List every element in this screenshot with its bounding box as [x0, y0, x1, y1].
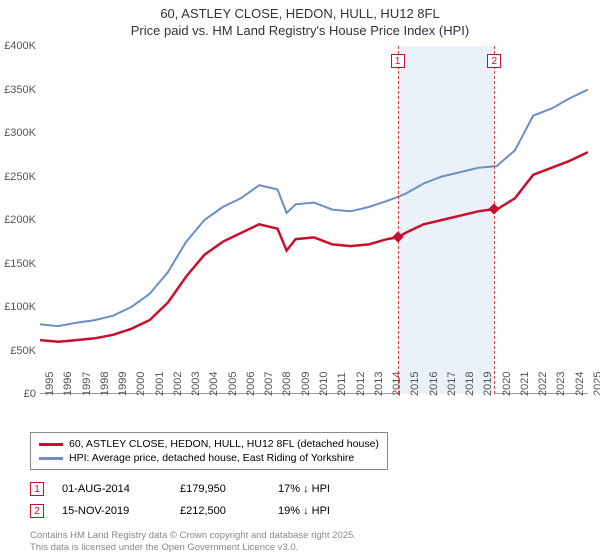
x-axis-tick-label: 2024 [574, 372, 586, 396]
x-axis-tick-label: 1996 [62, 372, 74, 396]
x-axis-tick-label: 2012 [355, 372, 367, 396]
x-axis-tick-label: 2020 [501, 372, 513, 396]
x-axis-tick-label: 2009 [300, 372, 312, 396]
y-axis-tick-label: £400K [4, 40, 36, 52]
sale-marker-badge: 1 [391, 54, 405, 68]
sale-row-price: £212,500 [180, 505, 260, 517]
legend-swatch [39, 443, 63, 446]
x-axis-tick-label: 2025 [592, 372, 600, 396]
x-axis-tick-label: 2023 [555, 372, 567, 396]
x-axis-tick-label: 2015 [409, 372, 421, 396]
legend-swatch [39, 457, 63, 460]
title-line-1: 60, ASTLEY CLOSE, HEDON, HULL, HU12 8FL [0, 6, 600, 23]
sale-row: 2 15-NOV-2019 £212,500 19% ↓ HPI [30, 500, 378, 522]
sale-row-price: £179,950 [180, 483, 260, 495]
x-axis-tick-label: 2001 [154, 372, 166, 396]
x-axis-tick-label: 2005 [227, 372, 239, 396]
legend-label: 60, ASTLEY CLOSE, HEDON, HULL, HU12 8FL … [69, 438, 379, 450]
x-axis-tick-label: 2004 [208, 372, 220, 396]
x-axis-tick-label: 2013 [373, 372, 385, 396]
sale-row: 1 01-AUG-2014 £179,950 17% ↓ HPI [30, 478, 378, 500]
sale-marker-badge: 2 [487, 54, 501, 68]
footer-line-1: Contains HM Land Registry data © Crown c… [30, 530, 356, 542]
sales-table: 1 01-AUG-2014 £179,950 17% ↓ HPI 2 15-NOV-201… [30, 478, 378, 522]
y-axis-tick-label: £200K [4, 214, 36, 226]
x-axis-tick-label: 2008 [281, 372, 293, 396]
x-axis-tick-label: 1997 [81, 372, 93, 396]
sale-row-badge: 2 [30, 504, 44, 518]
chart-plot-area: £0£50K£100K£150K£200K£250K£300K£350K£400… [40, 46, 588, 394]
x-axis-tick-label: 2017 [446, 372, 458, 396]
chart-svg [40, 46, 588, 394]
footer-attribution: Contains HM Land Registry data © Crown c… [30, 530, 356, 554]
x-axis-tick-label: 2016 [428, 372, 440, 396]
y-axis-tick-label: £250K [4, 171, 36, 183]
sale-marker-line [398, 46, 399, 394]
legend: 60, ASTLEY CLOSE, HEDON, HULL, HU12 8FL … [30, 432, 388, 470]
x-axis-tick-label: 2018 [464, 372, 476, 396]
x-axis-tick-label: 2019 [482, 372, 494, 396]
legend-row: 60, ASTLEY CLOSE, HEDON, HULL, HU12 8FL … [39, 437, 379, 451]
sale-row-pct: 17% ↓ HPI [278, 483, 378, 495]
sale-marker-line [494, 46, 495, 394]
sale-row-date: 15-NOV-2019 [62, 505, 162, 517]
footer-line-2: This data is licensed under the Open Gov… [30, 542, 356, 554]
sale-row-badge: 1 [30, 482, 44, 496]
x-axis-tick-label: 1995 [44, 372, 56, 396]
x-axis-tick-label: 2021 [519, 372, 531, 396]
y-axis-tick-label: £0 [24, 388, 36, 400]
hpi-line [40, 90, 588, 327]
x-axis-tick-label: 2011 [336, 372, 348, 396]
y-axis-tick-label: £100K [4, 301, 36, 313]
legend-label: HPI: Average price, detached house, East… [69, 452, 354, 464]
x-axis-tick-label: 1999 [117, 372, 129, 396]
x-axis-tick-label: 2010 [318, 372, 330, 396]
x-axis-tick-label: 2000 [135, 372, 147, 396]
x-axis-tick-label: 2007 [263, 372, 275, 396]
x-axis-tick-label: 2006 [245, 372, 257, 396]
legend-row: HPI: Average price, detached house, East… [39, 451, 379, 465]
x-axis-tick-label: 2002 [172, 372, 184, 396]
y-axis-tick-label: £300K [4, 127, 36, 139]
title-line-2: Price paid vs. HM Land Registry's House … [0, 23, 600, 40]
sale-row-pct: 19% ↓ HPI [278, 505, 378, 517]
price_paid-line [40, 152, 588, 342]
chart-title: 60, ASTLEY CLOSE, HEDON, HULL, HU12 8FL … [0, 0, 600, 42]
sale-row-date: 01-AUG-2014 [62, 483, 162, 495]
y-axis-tick-label: £50K [10, 345, 36, 357]
x-axis-tick-label: 1998 [99, 372, 111, 396]
x-axis-tick-label: 2003 [190, 372, 202, 396]
x-axis-tick-label: 2022 [537, 372, 549, 396]
y-axis-tick-label: £150K [4, 258, 36, 270]
y-axis-tick-label: £350K [4, 84, 36, 96]
